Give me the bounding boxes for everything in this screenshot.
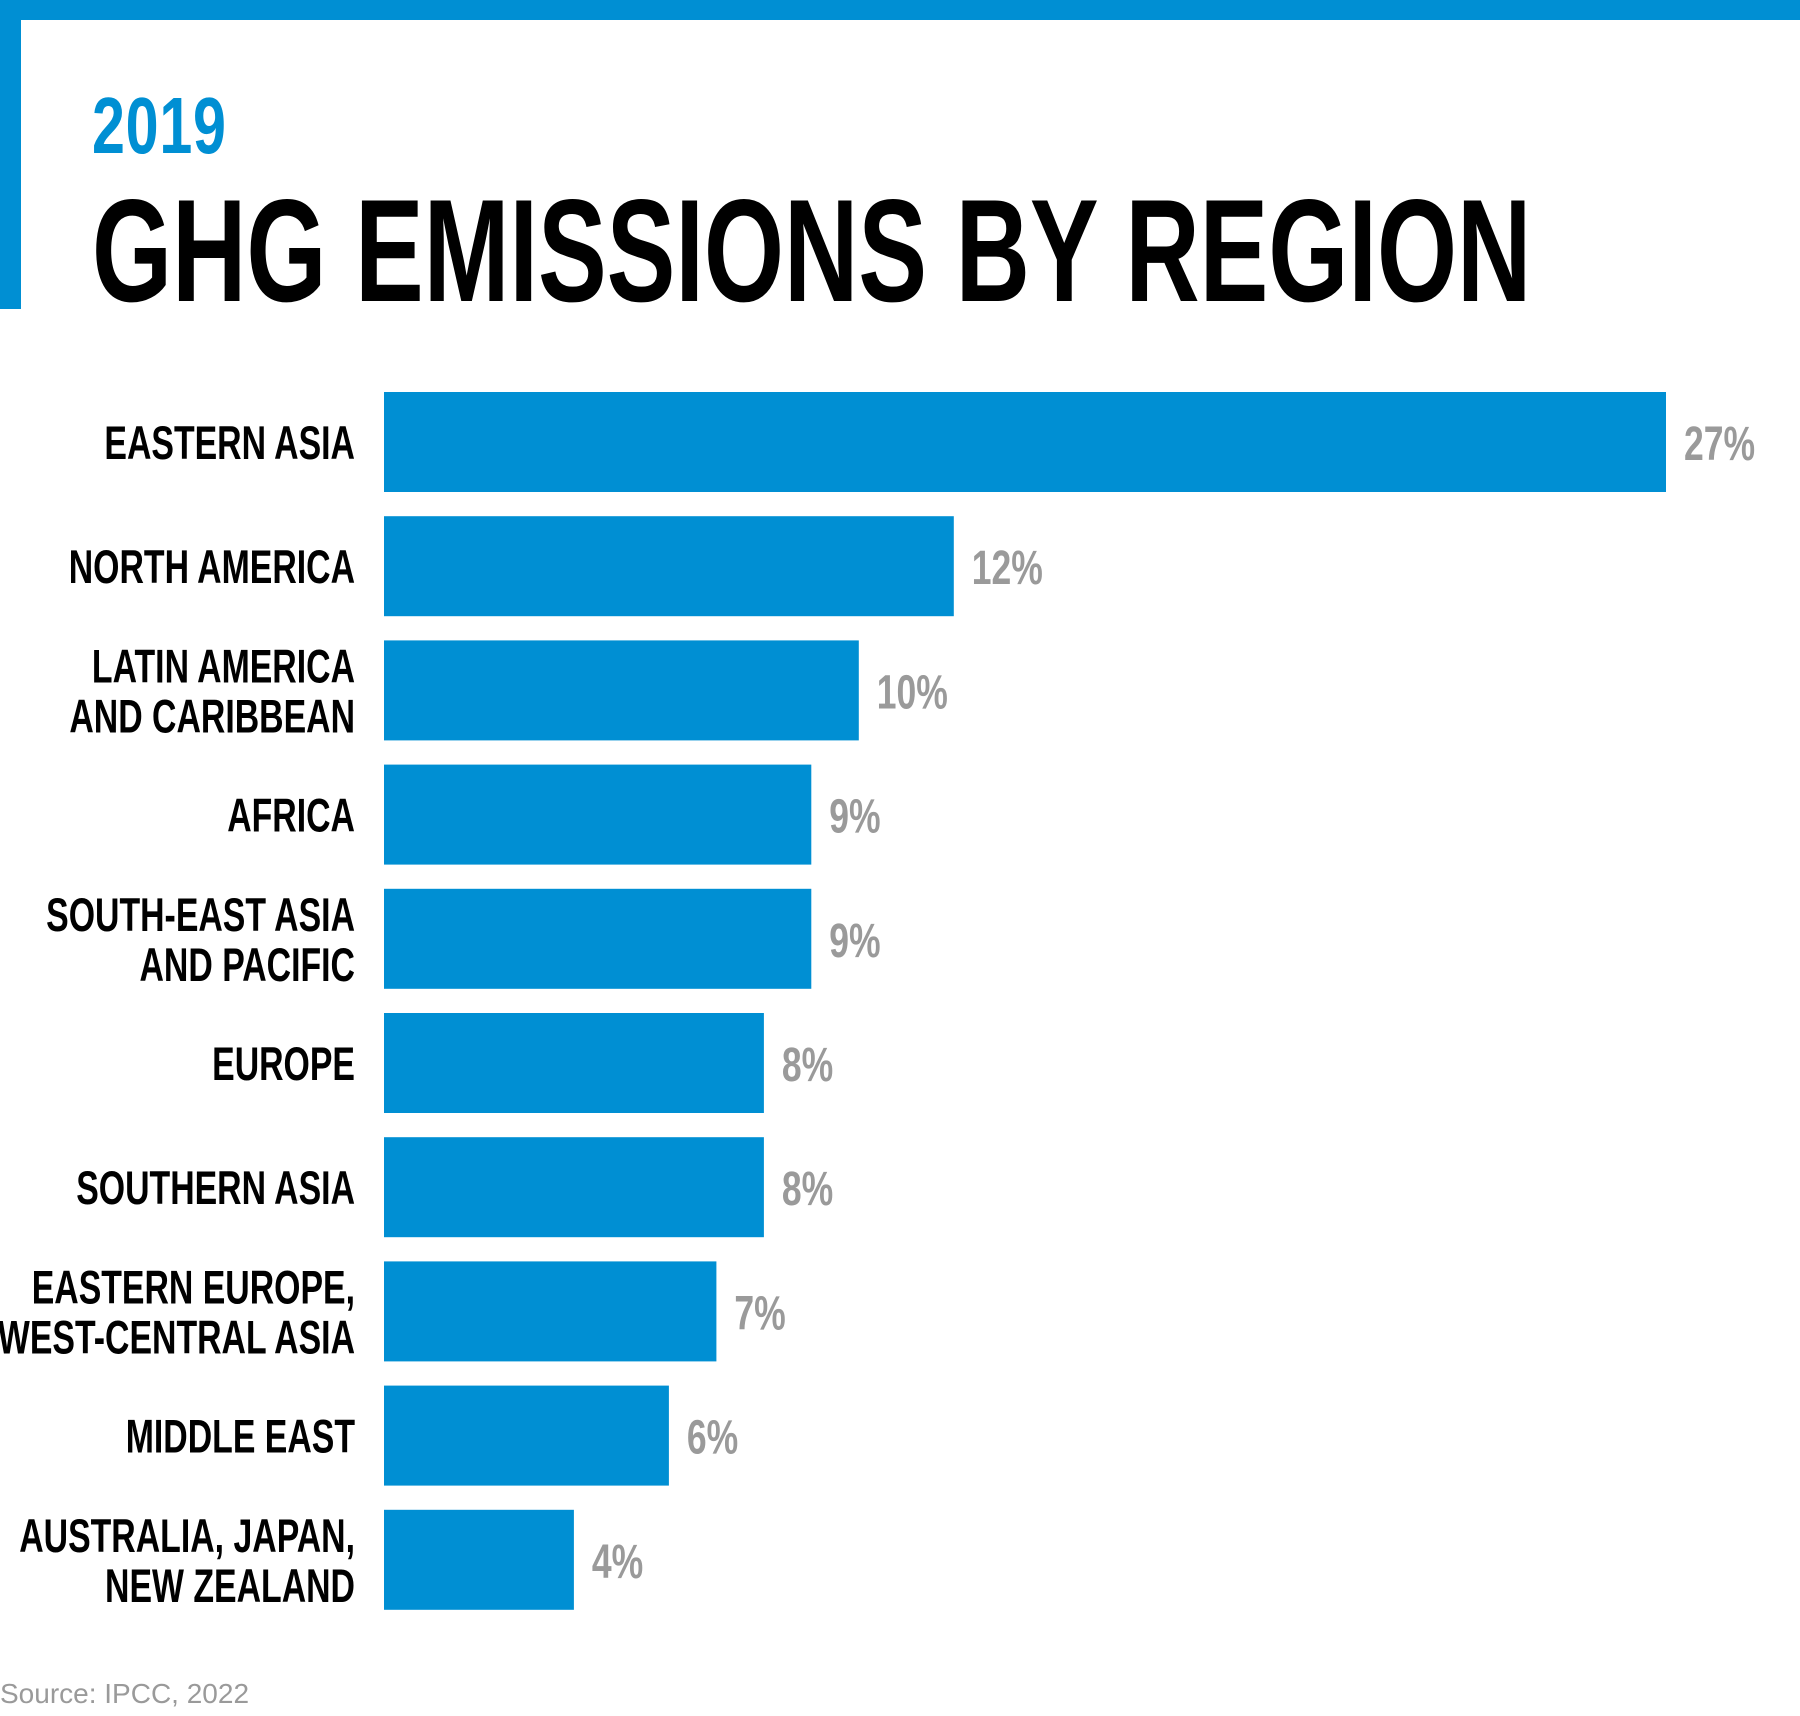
- bar: [384, 764, 812, 865]
- category-label: MIDDLE EAST: [126, 1410, 355, 1463]
- chart-subtitle-year: 2019: [92, 81, 227, 170]
- value-label: 8%: [782, 1162, 833, 1215]
- frame-top-rule: [0, 0, 1800, 20]
- chart-title: GHG EMISSIONS BY REGION: [92, 169, 1532, 332]
- value-label: 9%: [829, 789, 880, 842]
- category-label: AUSTRALIA, JAPAN,: [19, 1509, 355, 1562]
- category-label: EASTERN ASIA: [104, 417, 355, 470]
- category-label: AFRICA: [227, 789, 355, 842]
- category-label: AND CARIBBEAN: [69, 690, 355, 743]
- bar: [384, 516, 954, 617]
- category-label: AND PACIFIC: [140, 938, 355, 991]
- value-label: 10%: [877, 665, 948, 718]
- value-label: 7%: [734, 1286, 785, 1339]
- category-label: SOUTH-EAST ASIA: [46, 888, 355, 941]
- category-label: EASTERN EUROPE,: [32, 1261, 355, 1314]
- source-note: Source: IPCC, 2022: [0, 1678, 250, 1709]
- bar: [384, 1013, 764, 1113]
- frame-left-rule: [0, 0, 21, 309]
- category-label: LATIN AMERICA: [92, 640, 355, 693]
- category-label: NORTH AMERICA: [69, 541, 355, 594]
- bar: [384, 1261, 717, 1362]
- bar: [384, 640, 859, 741]
- bar: [384, 1385, 669, 1486]
- bar: [384, 392, 1666, 492]
- bar-chart: EASTERN ASIA 27% NORTH AMERICA 12% LATIN AME…: [0, 392, 1755, 1612]
- category-label: NEW ZEALAND: [105, 1559, 355, 1612]
- category-label: EUROPE: [212, 1038, 355, 1091]
- value-label: 27%: [1684, 417, 1755, 470]
- bar: [384, 1509, 574, 1610]
- value-label: 6%: [687, 1410, 738, 1463]
- bar: [384, 1137, 764, 1238]
- value-label: 8%: [782, 1038, 833, 1091]
- value-label: 9%: [829, 914, 880, 967]
- value-label: 4%: [592, 1535, 643, 1588]
- value-label: 12%: [972, 541, 1043, 594]
- category-label: SOUTHERN ASIA: [76, 1162, 355, 1215]
- category-label: WEST-CENTRAL ASIA: [0, 1311, 355, 1364]
- bar: [384, 888, 812, 989]
